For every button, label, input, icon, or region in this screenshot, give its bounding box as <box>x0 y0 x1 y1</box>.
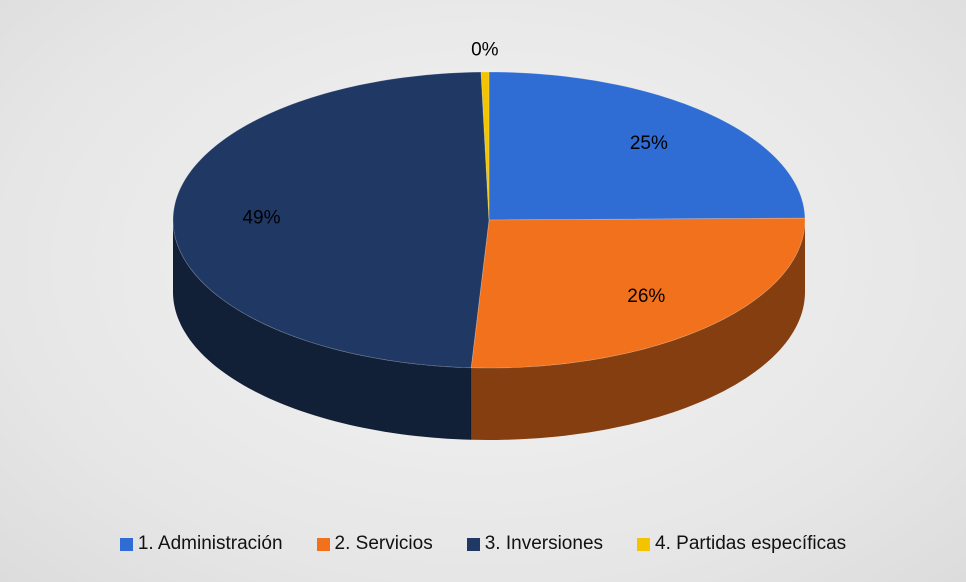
data-label: 0% <box>471 40 499 61</box>
legend-label: 3. Inversiones <box>484 533 604 554</box>
legend-swatch <box>316 537 330 551</box>
data-label: 49% <box>242 207 280 228</box>
legend-item: 4. Partidas específicas <box>637 533 846 555</box>
slice <box>488 71 806 221</box>
slice-side <box>471 220 805 440</box>
legend-item: 2. Servicios <box>316 533 433 555</box>
legend: 1. Administración 2. Servicios 3. Inversio… <box>0 533 966 555</box>
slice <box>172 71 490 369</box>
legend-item: 3. Inversiones <box>466 533 604 555</box>
legend-swatch <box>119 537 133 551</box>
slice-side <box>173 220 472 440</box>
slice <box>470 217 806 369</box>
slice <box>480 71 490 221</box>
legend-label: 4. Partidas específicas <box>655 533 847 554</box>
legend-swatch <box>637 537 651 551</box>
data-label: 26% <box>627 286 665 307</box>
legend-label: 1. Administración <box>137 533 283 554</box>
data-label: 25% <box>630 133 668 154</box>
legend-swatch <box>466 537 480 551</box>
legend-item: 1. Administración <box>119 533 283 555</box>
legend-label: 2. Servicios <box>334 533 433 554</box>
